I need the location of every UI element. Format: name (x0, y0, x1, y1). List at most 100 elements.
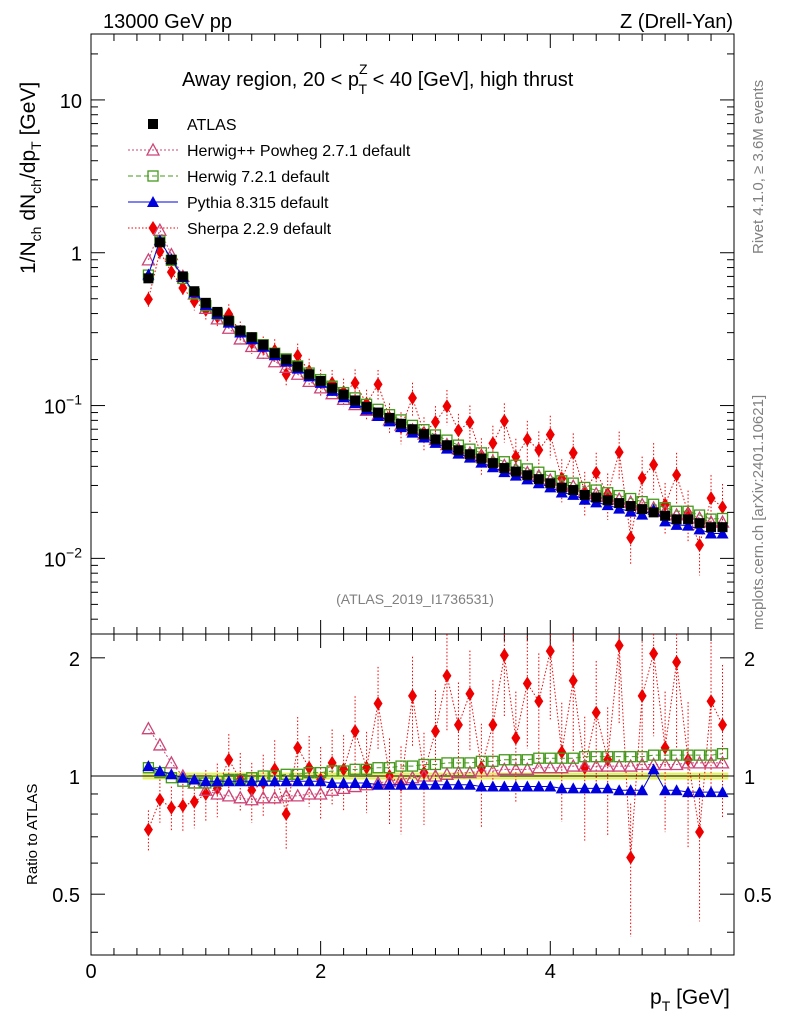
legend-label-atlas: ATLAS (187, 117, 237, 134)
x-tick-label: 0 (85, 961, 96, 983)
pythia-ratio-point (440, 778, 453, 790)
herwig7-ratio-point (349, 763, 361, 775)
sherpa-ratio-point (672, 655, 682, 670)
pythia-ratio-point (303, 775, 316, 787)
sherpa-point (143, 292, 153, 307)
herwigpp-point (244, 339, 259, 353)
atlas-point (614, 498, 625, 509)
herwigpp-point (256, 345, 271, 359)
atlas-point (499, 463, 510, 474)
atlas-point (315, 375, 326, 386)
herwig7-ratio-point (418, 758, 430, 771)
pythia-ratio-point (372, 778, 385, 790)
herwigpp-ratio-point (566, 758, 581, 772)
sherpa-point (430, 415, 440, 430)
pythia-ratio-point (682, 786, 695, 798)
pythia-point (693, 523, 706, 535)
atlas-point (384, 412, 395, 423)
atlas-point (464, 449, 475, 460)
herwigpp-ratio-point (221, 788, 236, 802)
axes-layer: 10−2 10−1 1 10 0.5 0.5 1 1 2 2 0 2 4 (44, 34, 772, 983)
atlas-point (200, 297, 211, 308)
pythia-ratio-point (314, 775, 327, 787)
pythia-ratio-point (360, 776, 373, 788)
herwigpp-ratio-point (451, 765, 466, 779)
pythia-series-ratio (142, 760, 729, 798)
atlas-point (177, 271, 188, 282)
ratio-y-tick-label: 2 (69, 649, 80, 671)
pythia-ratio-point (601, 782, 614, 794)
pythia-point (716, 527, 729, 539)
atlas-point (453, 445, 464, 456)
sherpa-point (649, 457, 659, 472)
pythia-ratio-point (153, 764, 166, 776)
sherpa-ratio-point (201, 786, 211, 801)
herwigpp-ratio-point (612, 758, 627, 772)
mcplots-label: mcplots.cern.ch [arXiv:2401.10621] (750, 395, 767, 630)
herwigpp-point (141, 252, 156, 266)
legend-label-herwigpp: Herwig++ Powheg 2.7.1 default (187, 143, 411, 160)
sherpa-ratio-point (453, 717, 463, 732)
atlas-series-main (143, 237, 728, 533)
atlas-point (430, 434, 441, 445)
herwigpp-ratio-point (692, 755, 707, 769)
sherpa-ratio-point (430, 724, 440, 739)
analysis-watermark: (ATLAS_2019_I1736531) (336, 591, 494, 607)
atlas-point (556, 482, 567, 493)
pythia-ratio-point (613, 784, 626, 796)
herwigpp-ratio-point (290, 788, 305, 802)
herwig7-ratio-point (693, 749, 706, 761)
herwig7-ratio-point (406, 760, 419, 772)
header-right: Z (Drell-Yan) (620, 11, 733, 33)
pythia-ratio-point (429, 778, 442, 790)
pythia-ratio-point (532, 780, 545, 792)
pythia-ratio-point (165, 768, 178, 780)
sherpa-point (408, 391, 417, 406)
pythia-line-main (147, 239, 723, 534)
legend-marker-pythia (147, 196, 159, 207)
herwig7-ratio-point (360, 763, 373, 775)
pythia-point (670, 518, 683, 530)
sherpa-point (350, 376, 360, 391)
herwig7-ratio-point (556, 752, 568, 764)
herwig7-ratio-point (521, 754, 533, 766)
sherpa-ratio-point (476, 760, 486, 775)
herwig7-ratio-point (670, 749, 683, 761)
sherpa-point (626, 530, 636, 545)
herwigpp-line-main (147, 228, 723, 523)
ratio-y-tick-label-right: 0.5 (744, 885, 772, 907)
atlas-point (143, 273, 154, 284)
atlas-point (189, 286, 200, 297)
sherpa-ratio-point (189, 794, 199, 809)
atlas-point (591, 492, 602, 503)
herwigpp-ratio-point (554, 760, 569, 774)
herwig7-ratio-point (590, 751, 602, 763)
pythia-ratio-point (326, 776, 339, 788)
atlas-point (418, 429, 429, 440)
sherpa-ratio-point (408, 688, 417, 703)
herwig7-ratio-point (337, 765, 350, 777)
pythia-ratio-point (406, 778, 419, 790)
atlas-point (292, 361, 303, 372)
atlas-point (246, 332, 257, 343)
sherpa-ratio-point (534, 694, 544, 709)
main-y-tick-label: 10−2 (44, 544, 82, 571)
herwigpp-ratio-point (302, 786, 317, 800)
header-left: 13000 GeV pp (103, 11, 232, 33)
pythia-ratio-point (475, 780, 488, 792)
herwigpp-point (267, 354, 282, 368)
atlas-point (487, 458, 498, 469)
herwig7-ratio-point (602, 751, 614, 763)
main-y-tick-label: 1 (71, 244, 82, 266)
atlas-point (269, 348, 280, 359)
legend-marker-herwigpp (145, 142, 161, 156)
atlas-point (327, 383, 338, 394)
herwigpp-ratio-point (600, 758, 615, 772)
sherpa-point (637, 470, 647, 485)
herwig7-ratio-point (533, 752, 545, 764)
herwig7-ratio-point (544, 752, 556, 764)
herwig7-ratio-point (636, 751, 648, 763)
herwig7-ratio-point (383, 762, 396, 774)
pythia-ratio-point (716, 786, 729, 798)
pythia-ratio-point (521, 780, 534, 792)
